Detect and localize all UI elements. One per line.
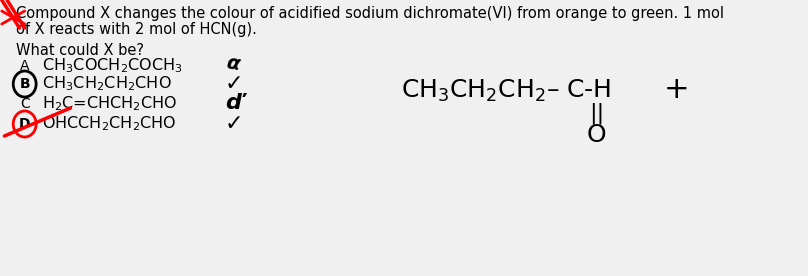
Text: D: D (19, 117, 31, 131)
Text: α: α (225, 54, 242, 75)
Text: CH$_3$COCH$_2$COCH$_3$: CH$_3$COCH$_2$COCH$_3$ (42, 57, 183, 75)
Text: H$_2$C=CHCH$_2$CHO: H$_2$C=CHCH$_2$CHO (42, 95, 178, 113)
Text: O: O (587, 123, 607, 147)
Text: CH$_3$CH$_2$CH$_2$CHO: CH$_3$CH$_2$CH$_2$CHO (42, 75, 172, 93)
Text: OHCCH$_2$CH$_2$CHO: OHCCH$_2$CH$_2$CHO (42, 115, 177, 133)
Text: Compound X changes the colour of acidified sodium dichromate(VI) from orange to : Compound X changes the colour of acidifi… (16, 6, 724, 21)
Text: C: C (20, 97, 30, 111)
Text: +: + (663, 75, 689, 104)
Text: CH$_3$CH$_2$CH$_2$– C-H: CH$_3$CH$_2$CH$_2$– C-H (401, 78, 612, 104)
Text: B: B (19, 77, 30, 91)
Text: ✓: ✓ (225, 74, 243, 94)
Text: ||: || (589, 102, 604, 124)
Text: ď: ď (225, 93, 241, 113)
Text: What could X be?: What could X be? (16, 43, 144, 58)
Text: A: A (20, 59, 29, 73)
Text: of X reacts with 2 mol of HCN(g).: of X reacts with 2 mol of HCN(g). (16, 22, 257, 37)
Text: ✓: ✓ (225, 114, 243, 134)
